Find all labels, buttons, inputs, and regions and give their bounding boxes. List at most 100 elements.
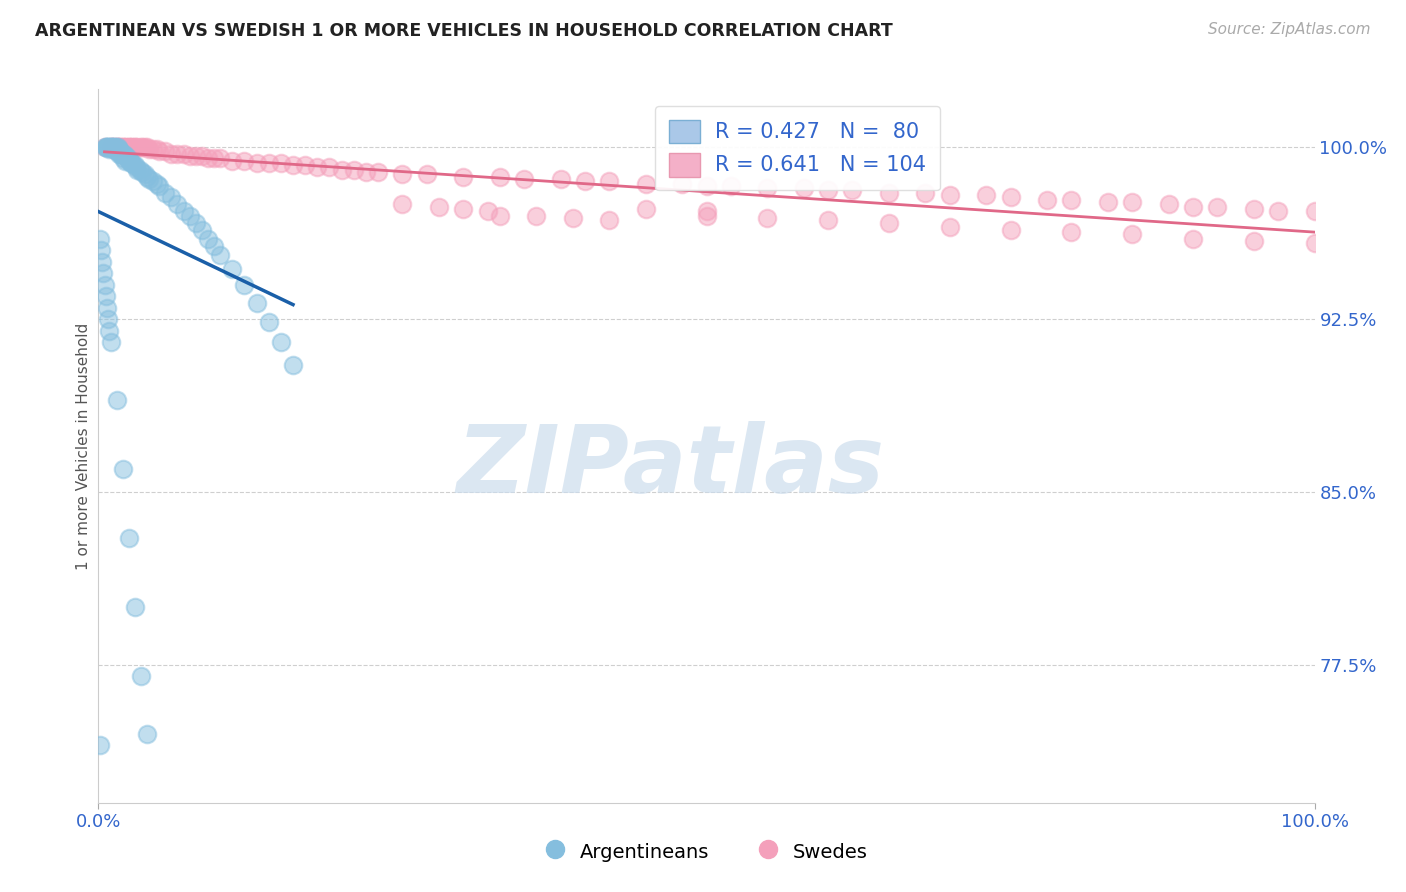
Point (179, 149, 201, 163)
Point (103, 140, 125, 154)
Point (91, 255, 114, 269)
Point (166, 146, 188, 161)
Point (146, 177, 169, 191)
Point (1097, 194, 1119, 209)
Point (97, 140, 120, 154)
Point (343, 162, 366, 177)
Point (98, 142, 121, 156)
Point (354, 165, 377, 179)
Point (245, 296, 267, 310)
Point (101, 140, 124, 154)
Point (127, 162, 149, 177)
Point (160, 190, 183, 204)
Point (391, 167, 413, 181)
Point (128, 162, 150, 177)
Point (221, 261, 243, 276)
Point (111, 146, 134, 161)
Point (115, 149, 138, 163)
Point (110, 146, 132, 161)
Point (93, 140, 115, 154)
Point (105, 392, 128, 407)
Point (131, 140, 153, 154)
Point (100, 140, 122, 154)
Point (756, 181, 779, 195)
Point (100, 140, 122, 154)
Point (105, 142, 128, 156)
Point (118, 140, 141, 154)
Point (115, 140, 138, 154)
Point (136, 169, 159, 184)
Point (148, 145, 170, 159)
Point (1303, 236, 1326, 251)
Point (974, 188, 997, 202)
Point (96, 140, 118, 154)
Text: ZIPatlas: ZIPatlas (456, 421, 884, 514)
Point (939, 220, 962, 235)
Point (598, 213, 620, 227)
Point (93, 140, 115, 154)
Text: ARGENTINEAN VS SWEDISH 1 OR MORE VEHICLES IN HOUSEHOLD CORRELATION CHART: ARGENTINEAN VS SWEDISH 1 OR MORE VEHICLE… (35, 22, 893, 40)
Point (202, 238, 225, 252)
Point (96, 301, 118, 315)
Point (209, 151, 232, 165)
Point (111, 140, 134, 154)
Point (817, 184, 839, 198)
Point (1036, 193, 1059, 207)
Point (574, 174, 596, 188)
Point (634, 177, 657, 191)
Point (696, 178, 718, 193)
Point (330, 162, 353, 177)
Point (105, 145, 128, 159)
Point (307, 161, 329, 175)
Point (1206, 200, 1229, 214)
Point (914, 186, 936, 200)
Point (124, 158, 146, 172)
Point (173, 204, 195, 219)
Point (720, 178, 742, 193)
Point (89, 738, 111, 752)
Point (114, 140, 136, 154)
Point (191, 222, 214, 236)
Point (94, 289, 117, 303)
Point (107, 142, 129, 156)
Point (138, 172, 160, 186)
Point (318, 161, 340, 175)
Point (160, 146, 183, 161)
Point (134, 167, 156, 181)
Point (221, 153, 243, 168)
Point (100, 140, 122, 154)
Point (233, 153, 256, 168)
Point (148, 178, 170, 193)
Point (107, 140, 129, 154)
Point (124, 600, 146, 615)
Point (281, 359, 304, 373)
Point (197, 151, 219, 165)
Point (197, 232, 219, 246)
Point (117, 151, 139, 165)
Point (696, 209, 718, 223)
Point (155, 186, 177, 200)
Point (841, 184, 863, 198)
Point (114, 149, 136, 163)
Point (104, 140, 127, 154)
Point (173, 146, 195, 161)
Point (488, 209, 510, 223)
Point (270, 156, 292, 170)
Point (103, 140, 125, 154)
Point (110, 140, 132, 154)
Point (142, 174, 165, 188)
Point (179, 209, 201, 223)
Point (108, 146, 131, 161)
Point (561, 211, 583, 226)
Text: Source: ZipAtlas.com: Source: ZipAtlas.com (1208, 22, 1371, 37)
Point (281, 158, 304, 172)
Point (118, 153, 141, 168)
Point (111, 151, 134, 165)
Point (453, 169, 475, 184)
Point (114, 153, 136, 168)
Point (98, 324, 121, 338)
Point (96, 140, 118, 154)
Point (877, 216, 900, 230)
Point (294, 158, 316, 172)
Point (121, 156, 143, 170)
